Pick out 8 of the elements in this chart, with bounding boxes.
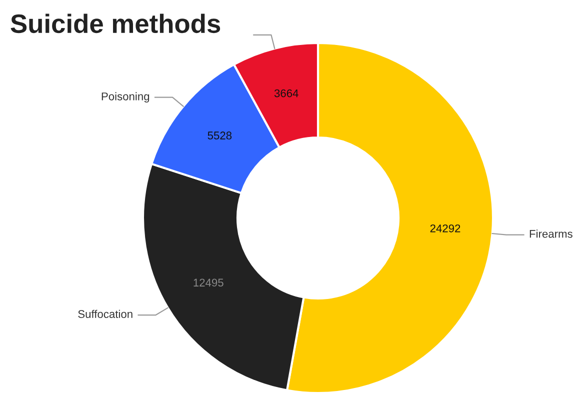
- slice-label: Poisoning: [102, 92, 150, 103]
- data-label: 5528: [208, 132, 232, 140]
- chart-title: Suicide methods: [10, 14, 220, 34]
- data-label: 24292: [430, 224, 460, 232]
- data-label: 12495: [194, 278, 224, 287]
- slice-label: Firearms: [530, 230, 572, 238]
- data-label: 3664: [274, 89, 298, 98]
- slice-label: Suffocation: [78, 310, 132, 318]
